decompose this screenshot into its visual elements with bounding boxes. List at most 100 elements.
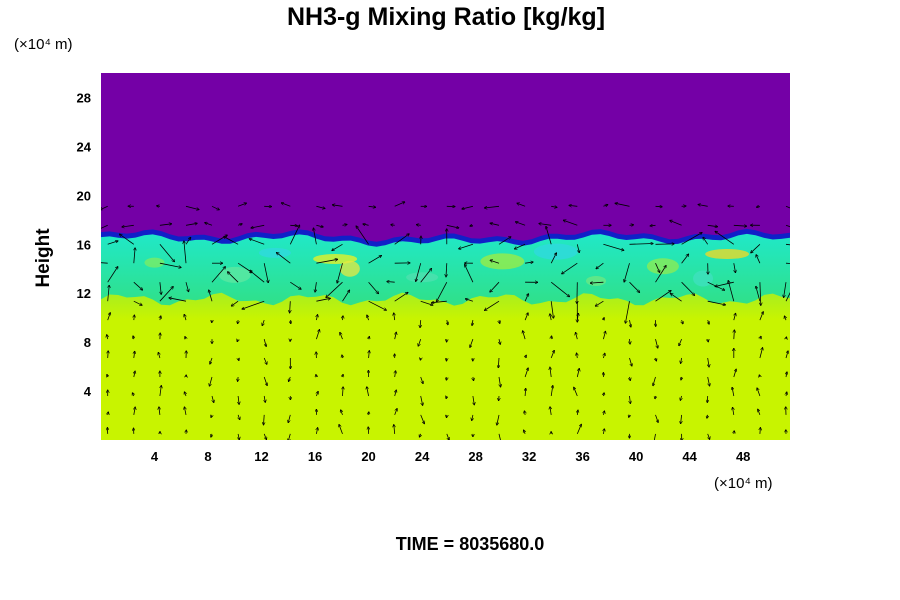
- x-tick-label: 20: [361, 449, 375, 464]
- wind-vector: [133, 281, 143, 290]
- wind-vector: [785, 292, 790, 302]
- wind-vector: [367, 315, 369, 321]
- wind-vector: [715, 281, 734, 286]
- x-tick-label: 16: [308, 449, 322, 464]
- wind-vector: [363, 224, 369, 225]
- wind-vector: [107, 267, 118, 283]
- wind-vector: [122, 224, 134, 227]
- mixing-eddy: [693, 270, 714, 287]
- wind-vector: [238, 320, 239, 324]
- wind-vector: [419, 433, 420, 437]
- wind-vector: [786, 392, 787, 397]
- wind-vector: [289, 225, 299, 245]
- wind-vector: [550, 350, 554, 359]
- wind-vector: [629, 281, 640, 292]
- wind-vector: [316, 225, 323, 227]
- wind-vector: [707, 225, 718, 226]
- wind-vector: [238, 358, 239, 361]
- wind-vector: [524, 294, 528, 302]
- wind-vector: [498, 237, 511, 245]
- y-axis-unit: (×10⁴ m): [14, 36, 73, 53]
- y-tick-label: 4: [84, 384, 92, 399]
- wind-vector: [734, 313, 736, 321]
- wind-vector: [249, 239, 265, 245]
- wind-vector: [185, 223, 197, 226]
- wind-vector: [446, 396, 447, 399]
- wind-vector: [514, 243, 526, 249]
- wind-vector: [288, 414, 291, 423]
- wind-vector: [759, 312, 763, 321]
- wind-vector: [630, 339, 631, 344]
- wind-vector: [369, 351, 370, 359]
- wind-vector: [420, 320, 421, 328]
- wind-vector: [576, 368, 579, 378]
- wind-vector: [159, 224, 172, 226]
- wind-vector: [525, 355, 526, 358]
- wind-vector: [394, 202, 405, 207]
- wind-vector: [465, 265, 474, 283]
- wind-vector: [394, 234, 410, 245]
- wind-vector: [681, 414, 682, 424]
- wind-vector: [343, 387, 344, 397]
- wind-vector: [595, 300, 604, 306]
- wind-vector: [263, 338, 266, 346]
- wind-vector: [760, 336, 761, 339]
- mixing-eddy: [406, 272, 439, 283]
- wind-vector: [224, 237, 239, 245]
- wind-vector: [316, 205, 325, 208]
- wind-vector: [629, 415, 630, 418]
- wind-vector: [185, 337, 186, 340]
- wind-vector: [550, 301, 553, 318]
- wind-vector: [603, 429, 604, 434]
- wind-vector: [290, 281, 301, 289]
- wind-vector: [630, 395, 631, 404]
- wind-vector: [759, 375, 760, 377]
- wind-vector: [499, 320, 500, 323]
- wind-vector: [470, 338, 474, 347]
- wind-vector: [316, 315, 317, 321]
- wind-vector: [211, 415, 212, 418]
- mixing-eddy: [646, 258, 679, 275]
- wind-vector: [262, 319, 264, 326]
- wind-vector: [465, 299, 474, 302]
- wind-vector: [596, 262, 604, 269]
- wind-vector: [603, 243, 624, 250]
- wind-vector: [395, 390, 397, 397]
- wind-vector: [107, 285, 110, 302]
- wind-vector: [715, 231, 735, 245]
- x-tick-label: 4: [151, 449, 159, 464]
- wind-vector: [134, 315, 135, 321]
- wind-vector: [734, 330, 735, 340]
- wind-vector: [525, 262, 533, 263]
- wind-vector: [670, 293, 682, 302]
- wind-vector: [290, 225, 297, 226]
- wind-vector: [316, 259, 337, 264]
- wind-vector: [603, 411, 604, 416]
- wind-vector: [210, 357, 213, 364]
- layer-lower: [101, 292, 790, 440]
- x-tick-label: 44: [682, 449, 697, 464]
- wind-vector: [708, 357, 709, 367]
- wind-vector: [670, 220, 682, 226]
- wind-vector: [316, 330, 319, 340]
- wind-vector: [368, 300, 387, 310]
- wind-vector: [107, 313, 111, 321]
- wind-vector: [238, 395, 239, 404]
- mixing-eddy: [586, 275, 607, 286]
- wind-vector: [654, 433, 656, 440]
- wind-vector: [629, 357, 632, 366]
- wind-vector: [563, 220, 578, 226]
- wind-vector: [339, 425, 343, 435]
- wind-vector: [436, 282, 448, 302]
- wind-vector: [756, 255, 761, 264]
- wind-vector: [313, 228, 317, 245]
- wind-vector: [655, 263, 660, 272]
- wind-vector: [524, 430, 526, 435]
- wind-vector: [539, 224, 552, 226]
- wind-vector: [101, 262, 108, 264]
- wind-vector: [603, 318, 604, 321]
- wind-vector: [416, 225, 421, 226]
- wind-vector: [209, 376, 213, 386]
- wind-vector: [734, 431, 735, 434]
- wind-vector: [157, 206, 160, 207]
